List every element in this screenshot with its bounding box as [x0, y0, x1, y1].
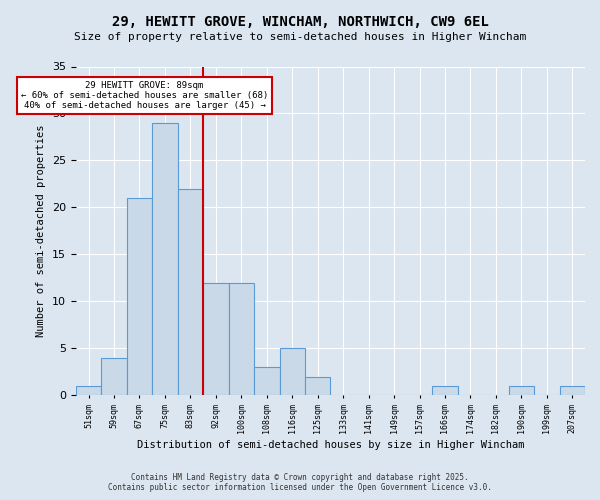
- Y-axis label: Number of semi-detached properties: Number of semi-detached properties: [37, 124, 46, 337]
- Bar: [203, 282, 229, 396]
- Bar: [280, 348, 305, 396]
- Text: 29 HEWITT GROVE: 89sqm
← 60% of semi-detached houses are smaller (68)
40% of sem: 29 HEWITT GROVE: 89sqm ← 60% of semi-det…: [21, 80, 268, 110]
- X-axis label: Distribution of semi-detached houses by size in Higher Wincham: Distribution of semi-detached houses by …: [137, 440, 524, 450]
- Bar: [152, 123, 178, 396]
- Bar: [560, 386, 585, 396]
- Text: Size of property relative to semi-detached houses in Higher Wincham: Size of property relative to semi-detach…: [74, 32, 526, 42]
- Bar: [178, 188, 203, 396]
- Bar: [254, 367, 280, 396]
- Text: 29, HEWITT GROVE, WINCHAM, NORTHWICH, CW9 6EL: 29, HEWITT GROVE, WINCHAM, NORTHWICH, CW…: [112, 15, 488, 29]
- Bar: [432, 386, 458, 396]
- Bar: [305, 376, 331, 396]
- Bar: [229, 282, 254, 396]
- Bar: [76, 386, 101, 396]
- Text: Contains HM Land Registry data © Crown copyright and database right 2025.
Contai: Contains HM Land Registry data © Crown c…: [108, 473, 492, 492]
- Bar: [127, 198, 152, 396]
- Bar: [101, 358, 127, 396]
- Bar: [509, 386, 534, 396]
